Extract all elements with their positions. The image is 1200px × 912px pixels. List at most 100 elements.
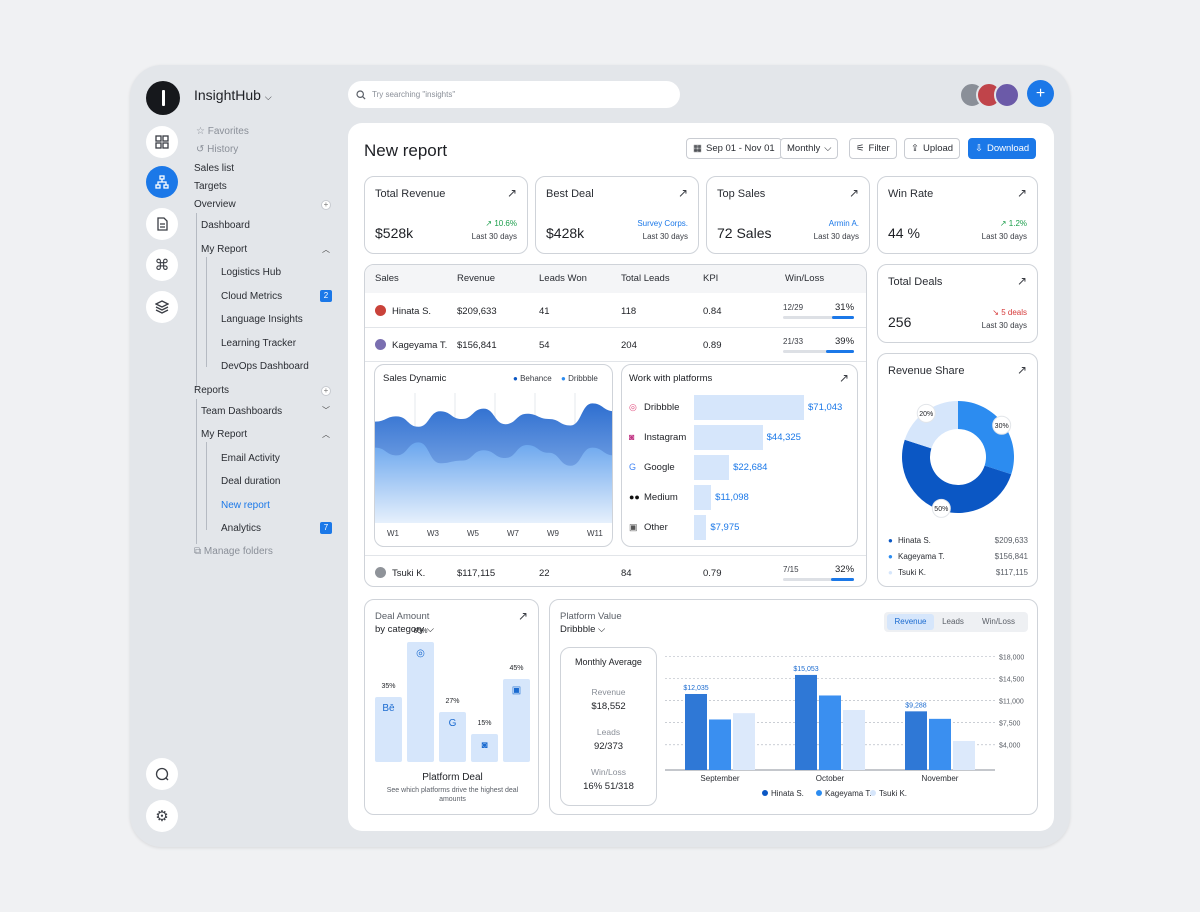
deal-bar: [471, 734, 498, 762]
sidebar-item-reports[interactable]: Reports: [194, 385, 230, 396]
hierarchy-icon[interactable]: [146, 166, 178, 198]
arrow-up-right-icon[interactable]: ↗: [677, 186, 688, 200]
kpi-card-win-rate[interactable]: Win Rate ↗ 44 % ↗ 1.2% Last 30 days: [877, 176, 1038, 254]
column-header[interactable]: Revenue: [457, 273, 496, 284]
arrow-up-right-icon[interactable]: ↗: [1016, 274, 1027, 288]
sidebar-item-overview[interactable]: Overview: [194, 199, 236, 210]
sidebar-item-analytics[interactable]: Analytics: [221, 523, 262, 534]
sidebar-item-team-dashboards[interactable]: Team Dashboards: [201, 406, 283, 417]
filter-button[interactable]: ⚟ Filter: [849, 138, 897, 159]
platform-name: Google: [644, 462, 675, 473]
upload-button[interactable]: ⇪ Upload: [904, 138, 961, 159]
chevron-down-icon[interactable]: ﹀: [322, 406, 330, 415]
cell-total-leads: 204: [621, 340, 637, 351]
sidebar-item-my-report-2[interactable]: My Report: [201, 429, 248, 440]
sidebar-item-language-insights[interactable]: Language Insights: [221, 314, 303, 325]
document-icon[interactable]: [146, 208, 178, 240]
sidebar-item-deal-duration[interactable]: Deal duration: [221, 476, 281, 487]
arrow-up-right-icon[interactable]: ↗: [838, 371, 849, 385]
arrow-up-right-icon[interactable]: ↗: [1016, 363, 1027, 377]
arrow-up-right-icon[interactable]: ↗: [506, 186, 517, 200]
kpi-card-total-deals[interactable]: Total Deals ↗ 256 ↘ 5 deals Last 30 days: [877, 264, 1038, 343]
column-header[interactable]: KPI: [703, 273, 719, 284]
tab-revenue[interactable]: Revenue: [887, 614, 934, 630]
settings-icon[interactable]: ⚙: [146, 800, 178, 832]
divider: [365, 327, 866, 328]
sidebar-item-favorites[interactable]: ☆ Favorites: [196, 126, 249, 137]
sidebar-item-sales-list[interactable]: Sales list: [194, 163, 235, 174]
platform-name: Dribbble: [644, 402, 680, 413]
grid-icon[interactable]: [146, 126, 178, 158]
sidebar-item-logistics-hub[interactable]: Logistics Hub: [221, 267, 282, 278]
upload-icon: ⇪: [911, 143, 919, 154]
bar-hinata-s-[interactable]: [905, 711, 927, 770]
bar-kageyama-t-[interactable]: [709, 719, 731, 770]
tab-win-loss[interactable]: Win/Loss: [982, 617, 1015, 626]
platform-row[interactable]: ◎ Dribbble $71,043: [622, 395, 857, 421]
platform-row[interactable]: ▣ Other $7,975: [622, 515, 857, 541]
app-logo[interactable]: [146, 81, 180, 115]
donut-slice[interactable]: [958, 401, 1014, 475]
sidebar-item-history[interactable]: ↺ History: [196, 144, 239, 155]
tab-leads[interactable]: Leads: [942, 617, 964, 626]
arrow-up-right-icon[interactable]: ↗: [517, 609, 528, 623]
bar-tsuki-k-[interactable]: [733, 713, 755, 770]
avatar[interactable]: [994, 82, 1020, 108]
sidebar-item-email-activity[interactable]: Email Activity: [221, 453, 280, 464]
date-range-picker[interactable]: ▦ Sep 01 - Nov 01: [686, 138, 782, 159]
manage-folders-button[interactable]: ⧉ Manage folders: [194, 546, 273, 557]
column-header[interactable]: Total Leads: [621, 273, 670, 284]
bar-hinata-s-[interactable]: [795, 674, 817, 770]
legend-swatch: ●: [888, 552, 893, 561]
column-header[interactable]: Leads Won: [539, 273, 587, 284]
kpi-card-best-deal[interactable]: Best Deal ↗ $428k Survey Corps. Last 30 …: [535, 176, 699, 254]
bar-hinata-s-[interactable]: [685, 693, 707, 770]
sidebar-item-dashboard[interactable]: Dashboard: [201, 220, 250, 231]
sidebar-item-targets[interactable]: Targets: [194, 181, 227, 192]
chevron-up-icon[interactable]: ︿: [322, 245, 330, 254]
add-button[interactable]: +: [1027, 80, 1054, 107]
platform-select[interactable]: Dribbble ⌵: [560, 624, 606, 635]
x-tick-label: W9: [547, 529, 559, 538]
sales-dynamic-card: Sales Dynamic ● Behance ● Dribbble W1 W3 W…: [374, 364, 613, 547]
chevron-up-icon[interactable]: ︿: [322, 430, 330, 439]
platform-row[interactable]: ◙ Instagram $44,325: [622, 425, 857, 451]
donut-slice[interactable]: [904, 401, 958, 449]
kpi-card-top-sales[interactable]: Top Sales ↗ 72 Sales Armin A. Last 30 da…: [706, 176, 870, 254]
bar-tsuki-k-[interactable]: [953, 740, 975, 770]
sidebar-item-my-report[interactable]: My Report: [201, 244, 248, 255]
bar-kageyama-t-[interactable]: [819, 695, 841, 770]
download-button[interactable]: ⇩ Download: [968, 138, 1037, 159]
revenue-share-card: Revenue Share ↗ 30% 50% 20% ● Hinata S. $209…: [877, 353, 1038, 587]
sidebar-item-learning-tracker[interactable]: Learning Tracker: [221, 338, 297, 349]
kpi-period: Last 30 days: [471, 232, 517, 241]
sidebar-item-new-report[interactable]: New report: [221, 500, 270, 511]
kpi-card-total-revenue[interactable]: Total Revenue ↗ $528k ↗ 10.6% Last 30 da…: [364, 176, 528, 254]
bar-kageyama-t-[interactable]: [929, 718, 951, 770]
chart-title: Work with platforms: [629, 373, 713, 384]
platform-value: $71,043: [808, 402, 843, 413]
chat-icon[interactable]: [146, 758, 178, 790]
workspace-switcher[interactable]: InsightHub ⌵: [194, 87, 272, 103]
command-icon[interactable]: ⌘: [146, 249, 178, 281]
legend-value: $209,633: [994, 536, 1028, 545]
add-overview-button[interactable]: +: [321, 200, 331, 210]
sidebar-item-cloud-metrics[interactable]: Cloud Metrics: [221, 291, 283, 302]
period-select[interactable]: Monthly ⌵: [780, 138, 839, 159]
arrow-up-right-icon[interactable]: ↗: [1016, 186, 1027, 200]
slice-label: 20%: [919, 411, 933, 418]
search-input[interactable]: Try searching "insights": [348, 81, 680, 108]
add-reports-button[interactable]: +: [321, 386, 331, 396]
bar-tsuki-k-[interactable]: [843, 710, 865, 770]
history-icon: ↺: [196, 144, 205, 155]
column-header[interactable]: Win/Loss: [785, 273, 825, 284]
column-header[interactable]: Sales: [375, 273, 399, 284]
sidebar-item-devops-dashboard[interactable]: DevOps Dashboard: [221, 361, 309, 372]
donut-slice[interactable]: [902, 439, 1012, 513]
platform-value-card: Platform Value Dribbble ⌵ Revenue Leads …: [549, 599, 1038, 815]
platform-row[interactable]: ●● Medium $11,098: [622, 485, 857, 511]
category-select[interactable]: by category ⌵: [375, 624, 434, 635]
layers-icon[interactable]: [146, 291, 178, 323]
platform-row[interactable]: G Google $22,684: [622, 455, 857, 481]
arrow-up-right-icon[interactable]: ↗: [848, 186, 859, 200]
